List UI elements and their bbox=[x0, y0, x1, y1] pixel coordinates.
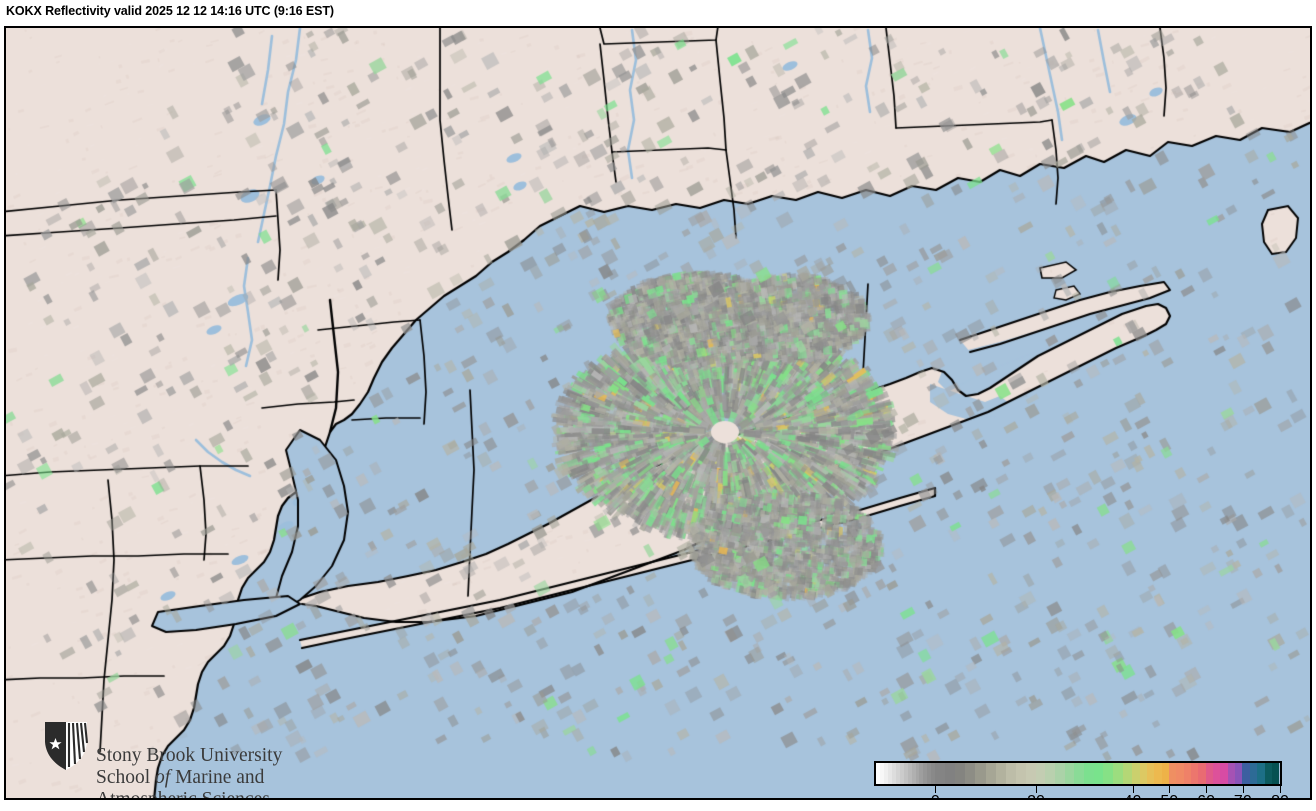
radar-display: KOKX Reflectivity valid 2025 12 12 14:16… bbox=[0, 0, 1316, 811]
colorbar-segment bbox=[1006, 763, 1016, 784]
colorbar-gradient bbox=[874, 761, 1282, 786]
colorbar-tick bbox=[1280, 786, 1281, 793]
colorbar-tick-label: 20 bbox=[1027, 793, 1045, 800]
colorbar-tick bbox=[1036, 786, 1037, 793]
colorbar-segment bbox=[1213, 763, 1220, 784]
reflectivity-colorbar[interactable]: 0204050607080 bbox=[874, 761, 1284, 800]
colorbar-segment bbox=[1272, 763, 1279, 784]
colorbar-segment bbox=[996, 763, 1006, 784]
colorbar-segment bbox=[1113, 763, 1123, 784]
colorbar-segment bbox=[965, 763, 975, 784]
colorbar-tick bbox=[1133, 786, 1134, 793]
colorbar-segment bbox=[945, 763, 955, 784]
colorbar-segment bbox=[1055, 763, 1065, 784]
colorbar-segment bbox=[955, 763, 965, 784]
colorbar-segment bbox=[1154, 763, 1161, 784]
colorbar-segment bbox=[1220, 763, 1227, 784]
colorbar-segment bbox=[975, 763, 985, 784]
colorbar-segment bbox=[1123, 763, 1133, 784]
colorbar-segment bbox=[1103, 763, 1113, 784]
colorbar-segment bbox=[1250, 763, 1257, 784]
colorbar-segment bbox=[1036, 763, 1046, 784]
colorbar-segment bbox=[1074, 763, 1084, 784]
colorbar-tick-label: 80 bbox=[1271, 793, 1289, 800]
colorbar-tick bbox=[1169, 786, 1170, 793]
colorbar-segment bbox=[1016, 763, 1026, 784]
colorbar-tick bbox=[1206, 786, 1207, 793]
colorbar-segment bbox=[1228, 763, 1235, 784]
colorbar-segment bbox=[1065, 763, 1075, 784]
colorbar-segment bbox=[1265, 763, 1272, 784]
colorbar-segment bbox=[1191, 763, 1198, 784]
colorbar-segment bbox=[1206, 763, 1213, 784]
colorbar-tick-labels: 0204050607080 bbox=[874, 793, 1282, 800]
colorbar-segment bbox=[1094, 763, 1104, 784]
colorbar-segment bbox=[1184, 763, 1191, 784]
colorbar-ticks bbox=[874, 786, 1282, 793]
colorbar-segment bbox=[1257, 763, 1264, 784]
colorbar-segment bbox=[1169, 763, 1176, 784]
colorbar-tick-label: 50 bbox=[1160, 793, 1178, 800]
colorbar-tick-label: 0 bbox=[931, 793, 940, 800]
colorbar-tick-label: 70 bbox=[1234, 793, 1252, 800]
colorbar-segment bbox=[986, 763, 996, 784]
map-frame[interactable]: Stony Brook University School of Marine … bbox=[4, 26, 1312, 800]
title-bar: KOKX Reflectivity valid 2025 12 12 14:16… bbox=[0, 0, 1316, 26]
colorbar-tick bbox=[1243, 786, 1244, 793]
colorbar-segment bbox=[1026, 763, 1036, 784]
colorbar-segment bbox=[1140, 763, 1147, 784]
colorbar-segment bbox=[1084, 763, 1094, 784]
colorbar-tick-label: 40 bbox=[1124, 793, 1142, 800]
colorbar-segment bbox=[1235, 763, 1242, 784]
colorbar-segment bbox=[1162, 763, 1169, 784]
colorbar-segment bbox=[1045, 763, 1055, 784]
colorbar-segment bbox=[935, 763, 945, 784]
colorbar-segment bbox=[1242, 763, 1249, 784]
colorbar-segment bbox=[1147, 763, 1154, 784]
colorbar-tick bbox=[935, 786, 936, 793]
colorbar-segment bbox=[1198, 763, 1205, 784]
page-title: KOKX Reflectivity valid 2025 12 12 14:16… bbox=[6, 4, 334, 18]
colorbar-segment bbox=[1132, 763, 1139, 784]
colorbar-segment bbox=[1176, 763, 1183, 784]
radar-map-canvas[interactable] bbox=[6, 28, 1310, 798]
colorbar-tick-label: 60 bbox=[1197, 793, 1215, 800]
